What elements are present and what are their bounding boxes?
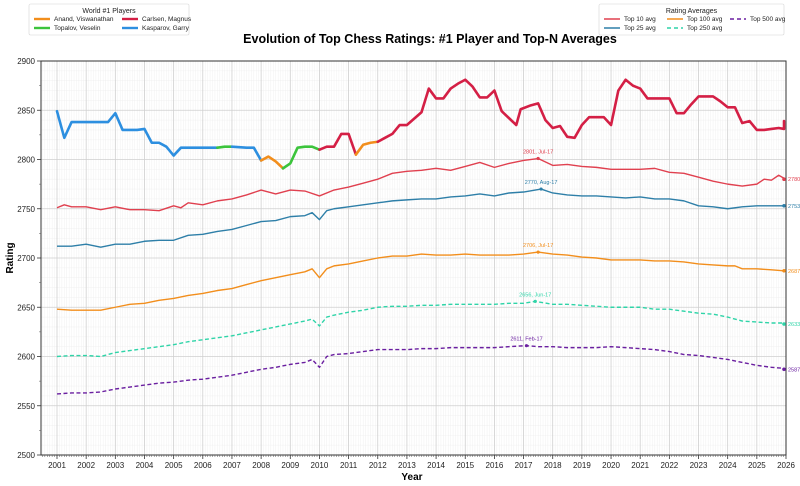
y-tick-label: 2500 (17, 451, 35, 460)
x-tick-label: 2025 (748, 461, 766, 470)
series-peak-marker (536, 156, 540, 161)
x-tick-label: 2010 (311, 461, 329, 470)
x-tick-label: 2020 (602, 461, 620, 470)
series-peak-marker (533, 299, 537, 303)
series-end-label: 2780 (788, 177, 800, 183)
number-one-line-kasparov (230, 145, 263, 162)
y-axis-ticks: 2500 2550 2600 2650 2700 2750 2800 2850 2900 (17, 57, 41, 460)
legend-entry-label: Top 500 avg (750, 16, 786, 23)
legend-entry-label: Kasparov, Garry (142, 25, 190, 32)
series-end-label: 2687 (788, 269, 800, 275)
y-tick-label: 2700 (17, 254, 35, 263)
series-end-marker (782, 322, 786, 326)
series-line-top-10-avg (56, 157, 785, 212)
x-tick-label: 2002 (77, 461, 95, 470)
y-tick-label: 2550 (17, 402, 35, 411)
series-end-label: 2633 (788, 322, 800, 328)
legend-entry-label: Top 25 avg (624, 25, 656, 32)
number-one-line-kasparov (55, 109, 219, 157)
number-one-line-carlsen (318, 132, 358, 156)
annotations-layer: 2780 2801, Jul-17 2753 2770, Aug-17 2687 2706… (510, 150, 800, 374)
series-peak-label: 2801, Jul-17 (523, 150, 553, 156)
x-tick-label: 2017 (515, 461, 533, 470)
x-tick-label: 2005 (165, 461, 183, 470)
x-tick-label: 2001 (48, 461, 66, 470)
x-tick-label: 2016 (486, 461, 504, 470)
x-tick-label: 2018 (544, 461, 562, 470)
x-tick-label: 2004 (136, 461, 154, 470)
series-line-top-250-avg (56, 300, 785, 358)
x-tick-label: 2024 (719, 461, 737, 470)
legend-entry-label: Carlsen, Magnus (142, 16, 192, 23)
series-end-label: 2753 (788, 204, 800, 210)
x-tick-label: 2008 (252, 461, 270, 470)
x-tick-label: 2009 (281, 461, 299, 470)
series-end-marker (782, 203, 786, 208)
legend-entry-label: Top 10 avg (624, 16, 656, 23)
x-tick-label: 2011 (340, 461, 358, 470)
legend-title: Rating Averages (666, 8, 718, 15)
legend-entry-label: Topalov, Veselin (54, 25, 101, 32)
legend-entry-label: Anand, Viswanathan (54, 16, 114, 23)
x-tick-label: 2023 (690, 461, 708, 470)
series-peak-label: 2770, Aug-17 (525, 180, 558, 186)
x-tick-label: 2003 (106, 461, 124, 470)
series-peak-marker (539, 187, 543, 191)
x-tick-label: 2013 (398, 461, 416, 470)
chart-title: Evolution of Top Chess Ratings: #1 Playe… (243, 32, 617, 46)
legend-rating-averages: Rating Averages Top 10 avg Top 25 avg Top 1… (598, 3, 786, 36)
x-tick-label: 2012 (369, 461, 387, 470)
number-one-line-anand (259, 155, 285, 170)
y-tick-label: 2900 (17, 57, 35, 66)
y-tick-label: 2600 (17, 353, 35, 362)
x-tick-label: 2019 (573, 461, 591, 470)
series-end-marker (782, 367, 786, 372)
series-peak-label: 2611, Feb-17 (510, 337, 542, 343)
series-end-label: 2587 (788, 367, 800, 373)
x-tick-label: 2021 (631, 461, 649, 470)
x-axis-title: Year (401, 472, 422, 483)
x-tick-label: 2006 (194, 461, 212, 470)
world-number-one-layer (55, 78, 786, 170)
legend-entry-label: Top 100 avg (687, 16, 723, 23)
series-line-top-100-avg (56, 251, 785, 311)
series-end-marker (782, 269, 786, 273)
series-line-top-500-avg (56, 344, 785, 395)
x-tick-label: 2026 (777, 461, 795, 470)
x-axis-ticks: 2001 2002 2003 2004 2005 2006 2007 2008 2009 2010… (42, 455, 795, 470)
number-one-line-carlsen (376, 78, 786, 144)
x-tick-label: 2015 (456, 461, 474, 470)
series-peak-marker (536, 250, 540, 254)
legend-entry-label: Top 250 avg (687, 25, 723, 32)
y-tick-label: 2800 (17, 156, 35, 165)
legend-title: World #1 Players (82, 8, 136, 15)
y-tick-label: 2650 (17, 303, 35, 312)
series-peak-label: 2656, Jun-17 (519, 292, 551, 298)
y-axis-title: Rating (5, 242, 16, 273)
y-tick-label: 2850 (17, 106, 35, 115)
legend-frame (598, 3, 785, 36)
number-one-line-anand (354, 140, 380, 156)
major-gridlines (41, 60, 787, 456)
number-one-line-topalov (216, 145, 234, 149)
series-line-top-25-avg (57, 188, 784, 248)
x-tick-label: 2007 (223, 461, 241, 470)
y-tick-label: 2750 (17, 205, 35, 214)
average-series-layer (56, 157, 785, 395)
legend-frame (28, 3, 190, 36)
x-tick-label: 2022 (660, 461, 678, 470)
x-tick-label: 2014 (427, 461, 445, 470)
number-one-line-topalov (281, 145, 321, 170)
series-end-marker (782, 177, 786, 181)
series-peak-marker (524, 344, 529, 348)
series-peak-label: 2706, Jul-17 (523, 243, 553, 249)
